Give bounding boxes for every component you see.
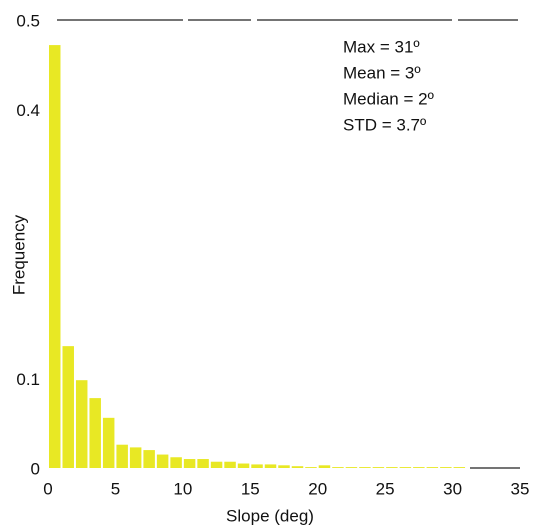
bar bbox=[102, 417, 115, 468]
bar bbox=[264, 464, 277, 468]
y-tick-label: 0 bbox=[31, 459, 40, 478]
bar bbox=[453, 467, 466, 468]
bar bbox=[129, 447, 142, 468]
x-tick-label: 20 bbox=[308, 479, 327, 498]
bar bbox=[170, 457, 182, 468]
annotation: Mean = 3º bbox=[343, 63, 421, 82]
bar bbox=[197, 459, 209, 468]
bar bbox=[359, 467, 371, 468]
bar bbox=[224, 461, 236, 468]
x-axis-label: Slope (deg) bbox=[226, 506, 314, 525]
bar bbox=[278, 465, 290, 468]
annotation: Max = 31º bbox=[343, 37, 420, 56]
bar bbox=[143, 450, 155, 468]
bar bbox=[372, 467, 385, 468]
bar bbox=[440, 467, 452, 468]
frame bbox=[57, 19, 520, 469]
x-tick-label: 35 bbox=[511, 479, 530, 498]
y-tick-label: 0.1 bbox=[16, 370, 40, 389]
bar bbox=[156, 454, 169, 468]
bar bbox=[116, 444, 128, 468]
bar bbox=[49, 45, 61, 468]
bar bbox=[413, 467, 425, 468]
bar bbox=[386, 467, 398, 468]
x-tick-label: 15 bbox=[241, 479, 260, 498]
bar bbox=[251, 464, 263, 468]
bar bbox=[305, 467, 317, 468]
bar bbox=[399, 467, 412, 468]
bar bbox=[291, 466, 304, 468]
bar bbox=[183, 459, 196, 468]
bar bbox=[75, 380, 88, 468]
y-tick-label: 0.5 bbox=[16, 11, 40, 30]
bar bbox=[210, 461, 223, 468]
x-tick-label: 25 bbox=[376, 479, 395, 498]
bar bbox=[318, 465, 331, 468]
x-tick-label: 30 bbox=[443, 479, 462, 498]
y-axis-label: Frequency bbox=[9, 214, 28, 295]
annotation: STD = 3.7º bbox=[343, 115, 426, 134]
bar bbox=[62, 346, 74, 468]
annotation: Median = 2º bbox=[343, 89, 434, 108]
x-tick-label: 10 bbox=[173, 479, 192, 498]
bar bbox=[332, 467, 344, 468]
x-tick-label: 0 bbox=[43, 479, 52, 498]
bar bbox=[426, 467, 439, 468]
y-tick-label: 0.4 bbox=[16, 101, 40, 120]
x-tick-label: 5 bbox=[111, 479, 120, 498]
bar bbox=[237, 463, 250, 468]
bar bbox=[89, 398, 101, 468]
bar bbox=[345, 467, 358, 468]
